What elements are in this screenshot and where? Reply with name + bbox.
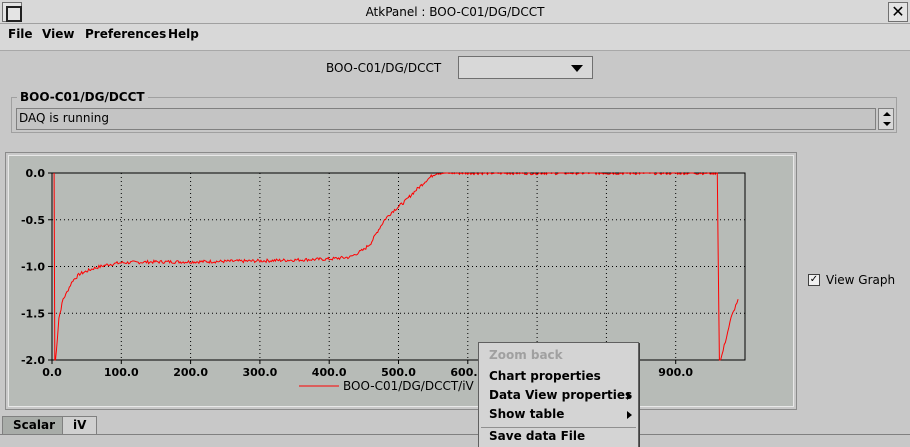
x-tick-label: 300.0 [243,366,278,379]
y-tick-label: -0.5 [21,214,45,227]
view-graph-label: View Graph [826,273,896,287]
view-graph-checkbox[interactable]: ✓ [808,274,820,286]
x-tick-label: 600.0 [450,366,485,379]
chart-frame [5,152,797,410]
menu-item-chart-properties[interactable]: Chart properties [489,369,601,383]
legend-label: BOO-C01/DG/DCCT/iV [343,379,475,393]
x-tick-label: 200.0 [173,366,208,379]
device-row: BOO-C01/DG/DCCT [0,50,910,84]
device-combo[interactable] [458,56,593,79]
y-tick-label: -2.0 [21,354,45,367]
tab-bar: Scalar iV [0,414,910,447]
menu-bar: File View Preferences Help [0,25,910,45]
status-group: BOO-C01/DG/DCCT DAQ is running [11,90,897,133]
arrow-up-icon[interactable] [883,112,891,116]
series-line [53,172,739,361]
tab-divider [0,434,910,435]
menu-separator [481,427,636,428]
submenu-arrow-icon [627,392,632,400]
x-tick-label: 400.0 [312,366,347,379]
device-label: BOO-C01/DG/DCCT [326,61,442,75]
menu-help[interactable]: Help [168,27,199,41]
y-tick-label: -1.0 [21,261,45,274]
line-chart[interactable]: 0.0100.0200.0300.0400.0500.0600.0700.080… [9,156,795,408]
menu-item-save-data-file[interactable]: Save data File [489,429,586,443]
tab-iv[interactable]: iV [62,416,98,434]
status-text: DAQ is running [16,108,876,130]
menu-view[interactable]: View [42,27,75,41]
close-icon[interactable]: ✕ [888,2,908,22]
x-tick-label: 900.0 [658,366,693,379]
menu-item-data-view-properties[interactable]: Data View properties [489,388,633,402]
arrow-down-icon[interactable] [883,122,891,126]
submenu-arrow-icon [627,411,632,419]
menu-preferences[interactable]: Preferences [85,27,167,41]
chart-panel[interactable]: 0.0100.0200.0300.0400.0500.0600.0700.080… [8,155,794,407]
x-tick-label: 500.0 [381,366,416,379]
tab-scalar[interactable]: Scalar [2,416,66,434]
window-menu-icon[interactable] [2,2,22,22]
menu-file[interactable]: File [8,27,33,41]
y-tick-label: -1.5 [21,307,45,320]
status-scroll-spinner[interactable] [878,108,894,130]
status-group-title: BOO-C01/DG/DCCT [17,90,148,104]
title-bar: AtkPanel : BOO-C01/DG/DCCT ✕ [0,0,910,24]
x-tick-label: 100.0 [104,366,139,379]
chart-context-menu: Zoom back Chart properties Data View pro… [478,342,639,447]
window-title: AtkPanel : BOO-C01/DG/DCCT [365,5,545,19]
y-tick-label: 0.0 [26,167,46,180]
menu-item-zoom-back[interactable]: Zoom back [489,348,563,362]
x-tick-label: 0.0 [42,366,62,379]
menu-item-show-table[interactable]: Show table [489,407,565,421]
chevron-down-icon[interactable] [571,65,583,72]
